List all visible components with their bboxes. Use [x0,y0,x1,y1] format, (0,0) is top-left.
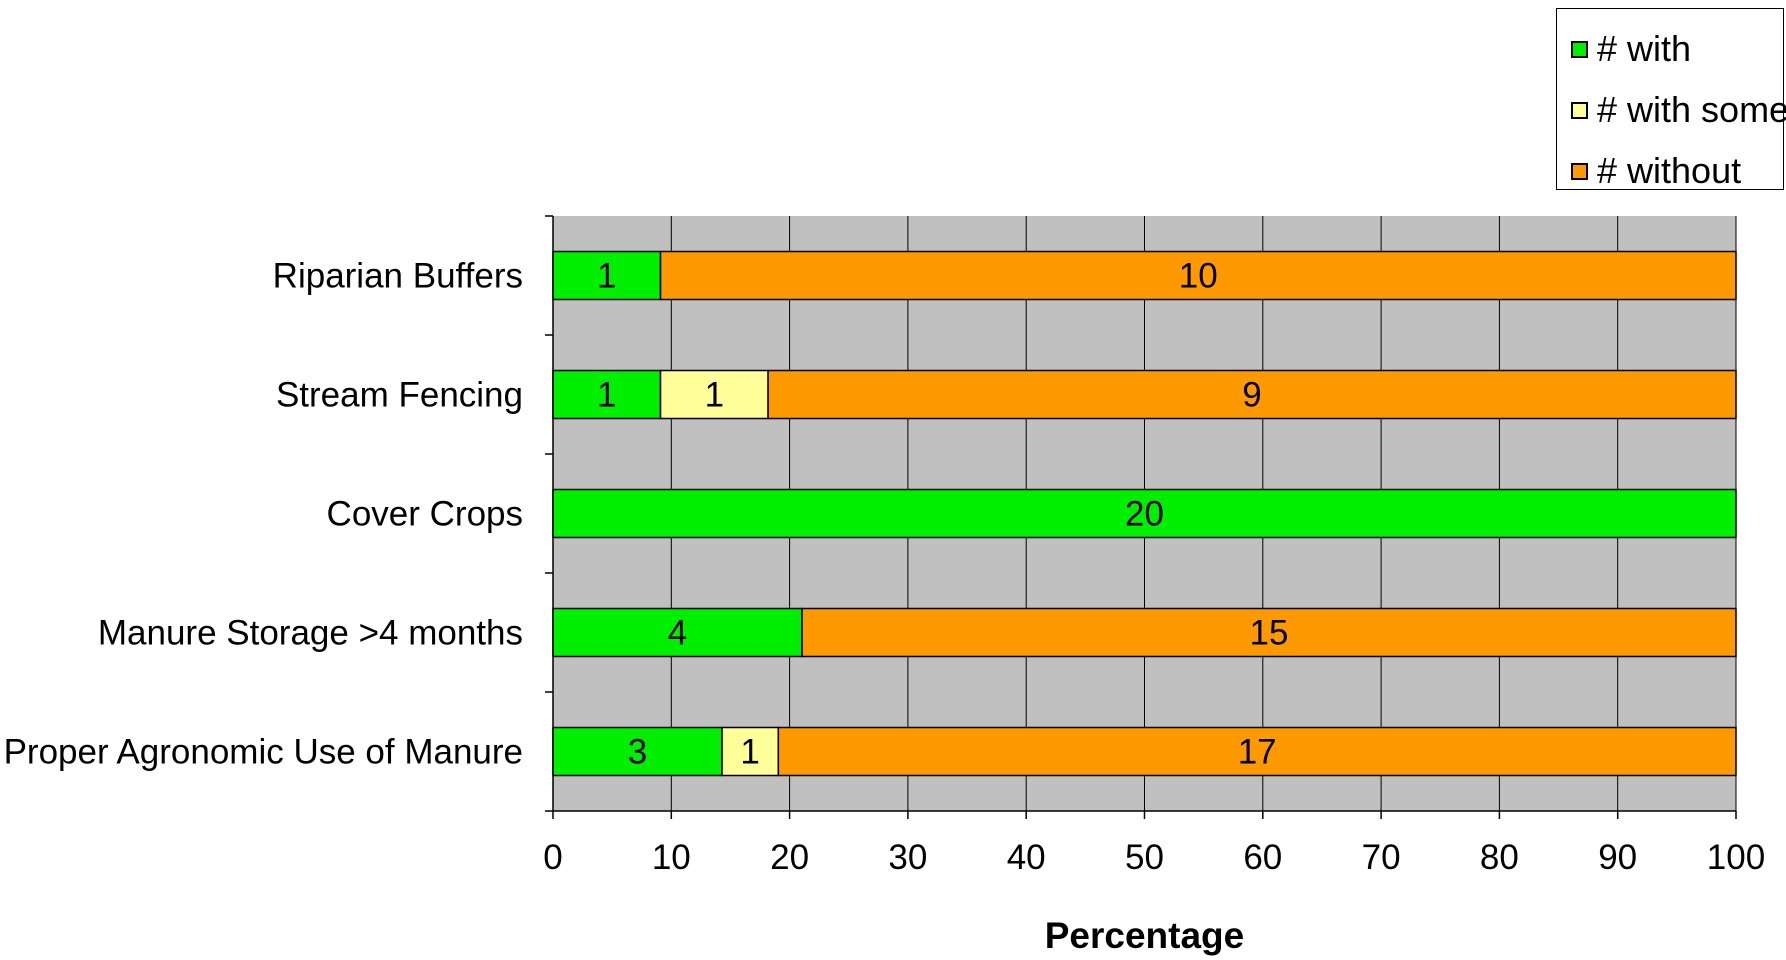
bar-proper-agronomic-use-of-manure-with [552,726,723,777]
category-label-riparian-buffers: Riparian Buffers [273,257,523,296]
legend: # with # with some # without [1556,8,1786,191]
x-tick-label-50: 50 [1125,838,1164,877]
legend-item-without: # without [1571,150,1742,191]
bar-manure-storage-4-months-without [801,607,1737,658]
x-tick-label-30: 30 [888,838,927,877]
legend-swatch-without [1571,162,1588,180]
data-label-stream-fencing-without: 9 [1242,376,1261,415]
legend-label-without: # without [1597,150,1742,191]
bar-proper-agronomic-use-of-manure-with-some [721,726,780,777]
data-label-manure-storage-4-months-with: 4 [668,614,687,653]
bar-proper-agronomic-use-of-manure-without [777,726,1737,777]
bar-stream-fencing-without [767,369,1737,420]
x-tick-label-0: 0 [543,838,562,877]
bar-manure-storage-4-months-with [552,607,803,658]
category-label-cover-crops: Cover Crops [327,495,523,534]
category-label-manure-storage-4-months: Manure Storage >4 months [98,614,523,653]
data-label-proper-agronomic-use-of-manure-without: 17 [1238,733,1277,772]
data-label-proper-agronomic-use-of-manure-with: 3 [628,733,647,772]
x-tick-label-90: 90 [1598,838,1637,877]
x-tick-label-40: 40 [1007,838,1046,877]
data-label-riparian-buffers-without: 10 [1179,257,1218,296]
data-label-riparian-buffers-with: 1 [597,257,616,296]
data-label-cover-crops-with: 20 [1125,495,1164,534]
x-axis-title: Percentage [1045,915,1245,956]
legend-item-with-some: # with some [1571,89,1786,130]
category-label-proper-agronomic-use-of-manure: Proper Agronomic Use of Manure [4,733,523,772]
x-tick-label-80: 80 [1480,838,1519,877]
data-label-manure-storage-4-months-without: 15 [1250,614,1289,653]
x-tick-label-10: 10 [652,838,691,877]
legend-label-with-some: # with some [1597,89,1786,130]
x-tick-label-60: 60 [1243,838,1282,877]
data-label-stream-fencing-with: 1 [597,376,616,415]
legend-swatch-with [1571,40,1588,58]
data-label-proper-agronomic-use-of-manure-with-some: 1 [740,733,759,772]
x-tick-label-100: 100 [1707,838,1765,877]
category-label-stream-fencing: Stream Fencing [276,376,523,415]
legend-swatch-with-some [1571,101,1588,119]
x-tick-label-70: 70 [1362,838,1401,877]
bar-riparian-buffers-without [659,250,1737,301]
x-tick-label-20: 20 [770,838,809,877]
legend-label-with: # with [1597,28,1692,69]
bar-stream-fencing-with-some [659,369,769,420]
data-label-stream-fencing-with-some: 1 [705,376,724,415]
legend-item-with: # with [1571,28,1692,69]
